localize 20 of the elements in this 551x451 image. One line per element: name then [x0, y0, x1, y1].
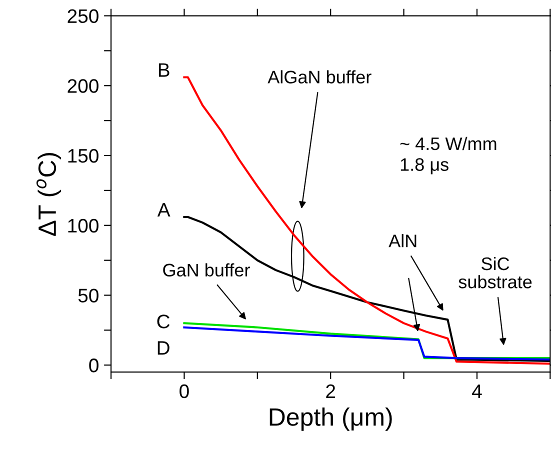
x-tick-label: 0 [180, 384, 189, 398]
series-label: D [158, 341, 170, 355]
series-label: A [157, 203, 170, 216]
x-tick-label: 2 [326, 384, 336, 398]
annotation: AlN [388, 234, 416, 248]
annotation: SiC substrate [458, 256, 532, 288]
y-tick-label: 150 [68, 148, 98, 163]
y-tick-label: 250 [68, 9, 98, 24]
y-axis-title: ΔT ($^{o}$C) [36, 152, 62, 236]
y-tick-label: 100 [68, 218, 98, 233]
series-label: B [158, 63, 170, 77]
annotation: ~ 4.5 W/mm 1.8 μs [400, 136, 496, 174]
x-tick-label: 4 [472, 384, 482, 398]
annotation: AlGaN buffer [268, 70, 372, 84]
x-axis-title: Depth (μm) [270, 408, 392, 431]
annotation: GaN buffer [163, 263, 250, 277]
y-tick-label: 200 [68, 79, 98, 93]
y-tick-label: 0 [89, 358, 98, 372]
y-tick-label: 50 [78, 288, 98, 302]
series-label: C [157, 314, 170, 328]
